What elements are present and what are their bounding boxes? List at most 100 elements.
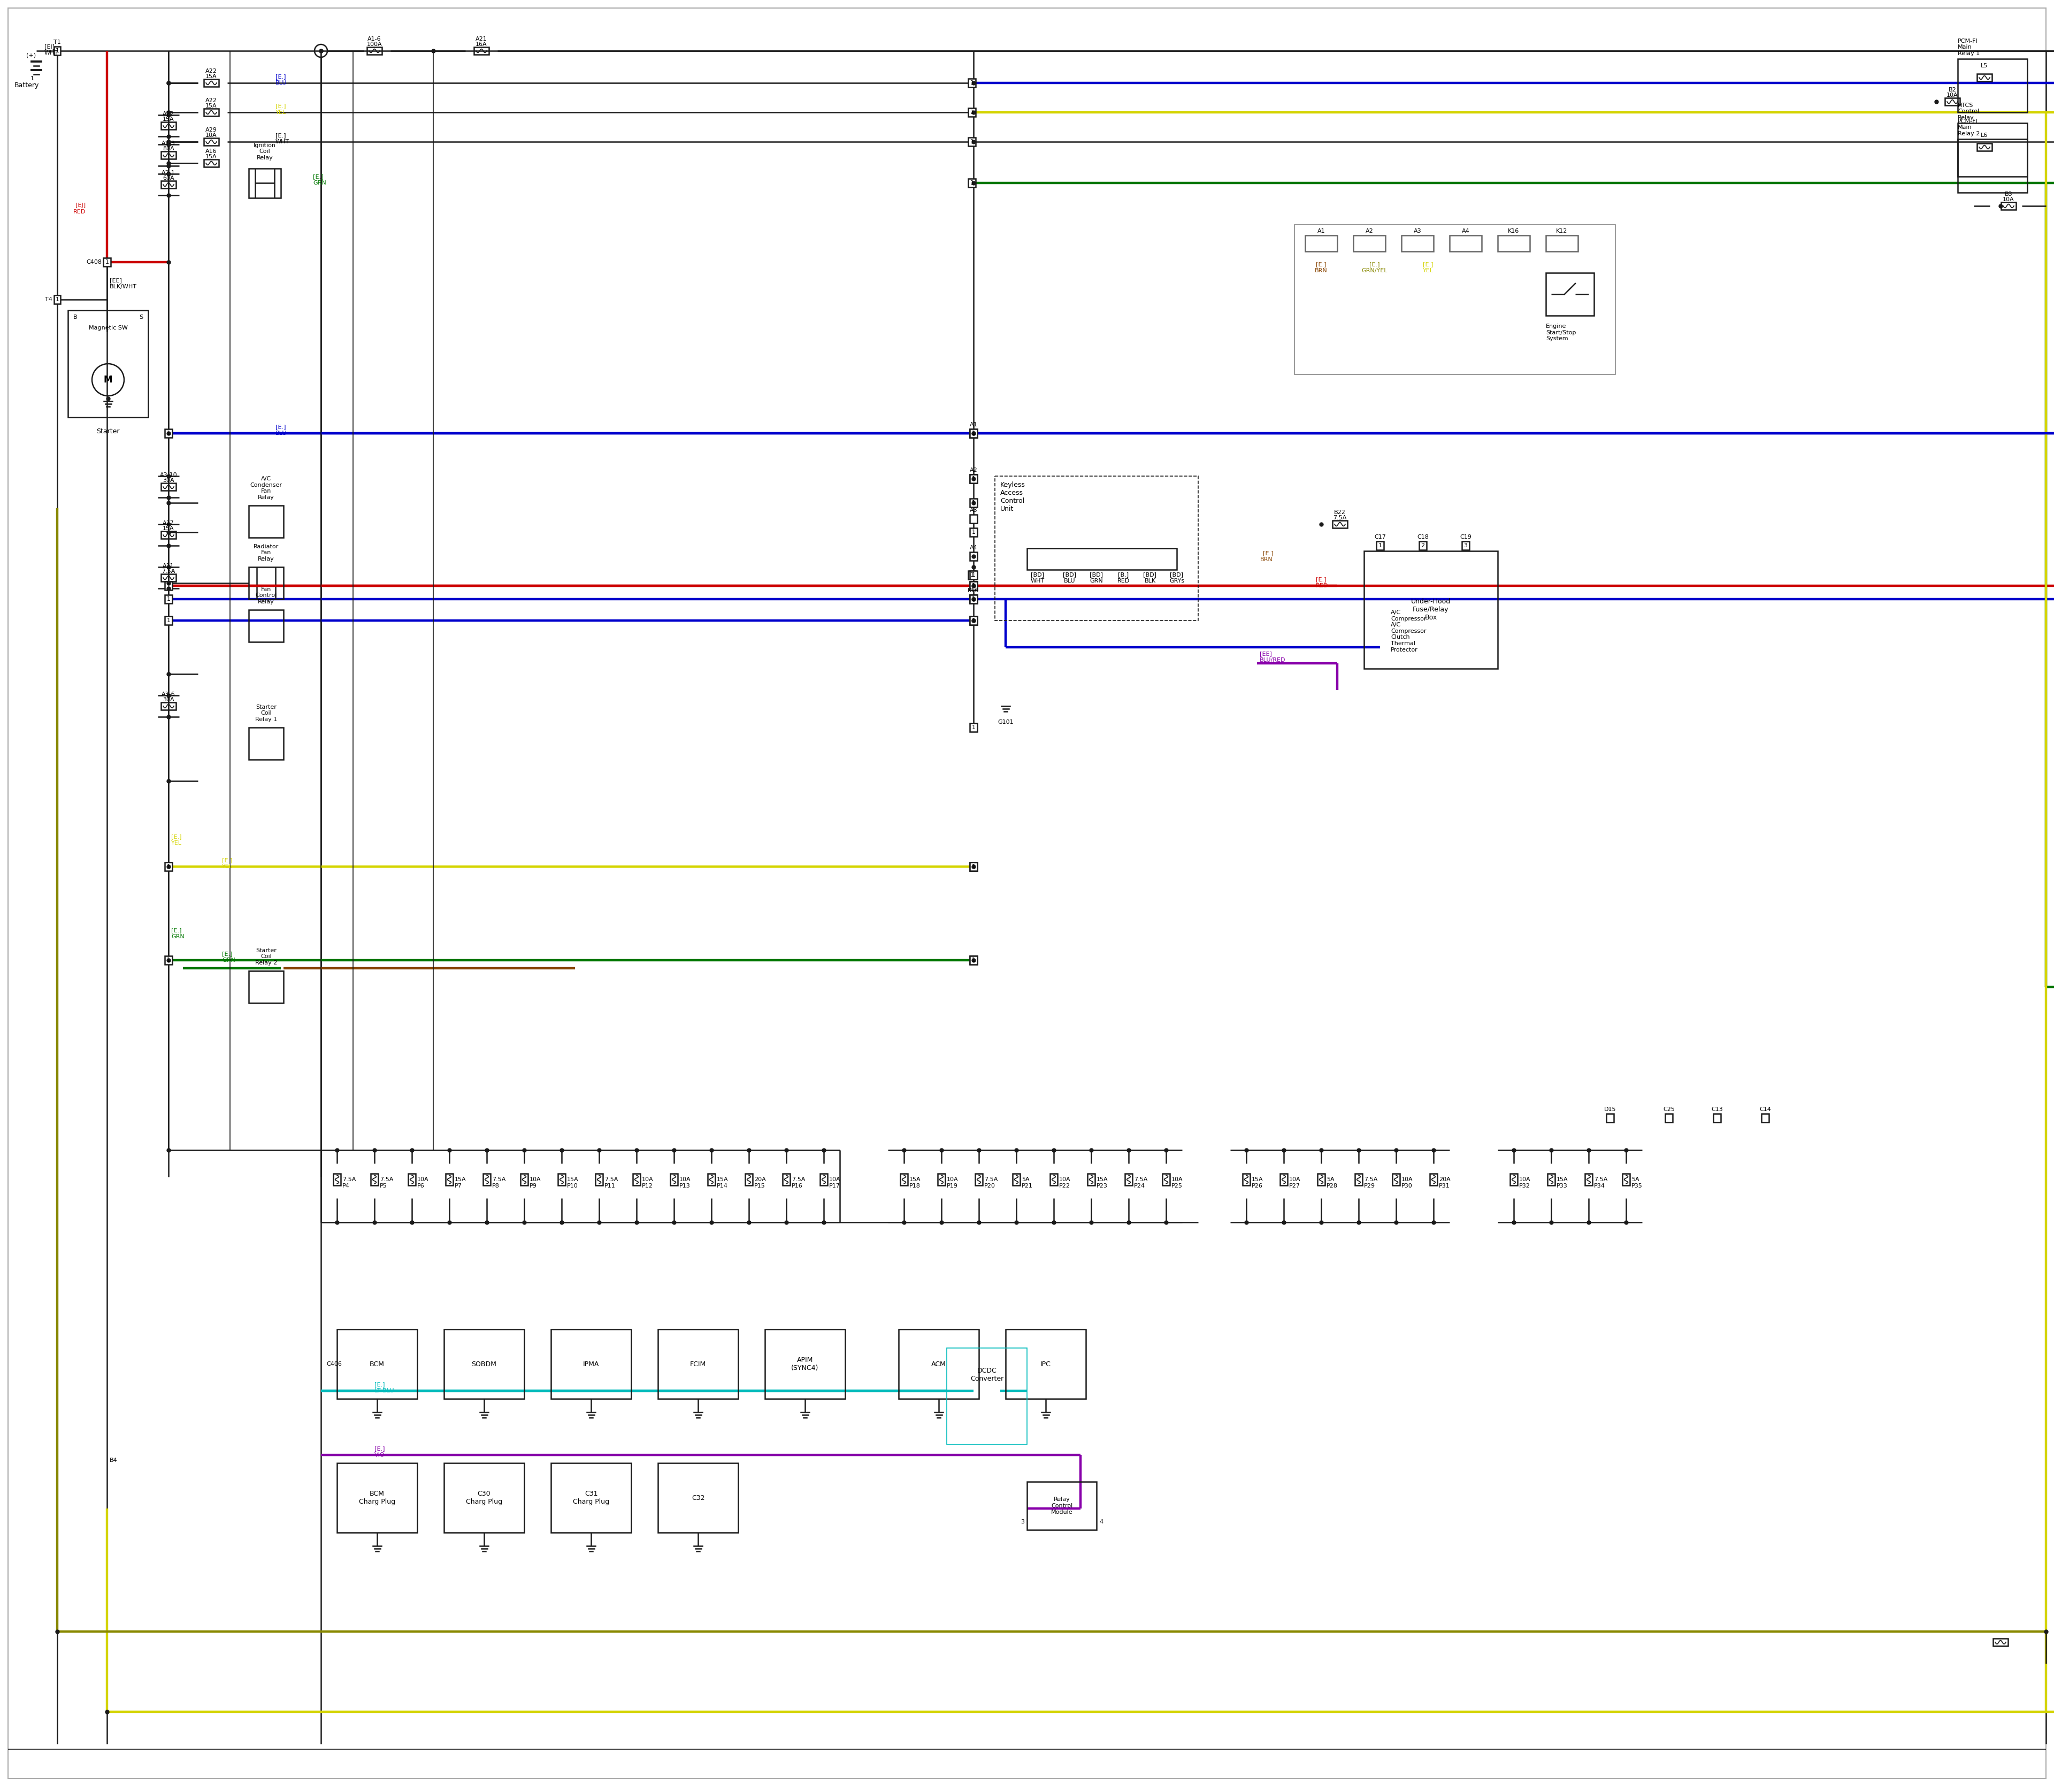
Bar [1304,235,1337,251]
Text: C14: C14 [1760,1107,1771,1113]
Bar [967,572,976,579]
Text: 2: 2 [1421,543,1425,548]
Text: P14: P14 [717,1183,727,1188]
Bar [249,566,283,599]
Text: A2-3: A2-3 [162,142,175,145]
Text: Engine
Start/Stop
System: Engine Start/Stop System [1547,324,1575,342]
Text: GRN: GRN [222,957,236,962]
Text: P12: P12 [641,1183,653,1188]
Text: 10A: 10A [417,1177,429,1183]
Text: C406: C406 [327,1362,341,1367]
Bar [969,955,978,964]
Text: 1: 1 [166,597,170,602]
Text: 10A: 10A [641,1177,653,1183]
Text: 20A: 20A [1440,1177,1450,1183]
Text: 1: 1 [31,75,35,81]
Bar [969,428,978,437]
Text: A/C
Compressor
A/C
Compressor
Clutch
Thermal
Protector: A/C Compressor A/C Compressor Clutch The… [1391,609,1425,652]
Text: 1: 1 [972,430,976,435]
Bar [1317,1174,1325,1185]
Bar [1006,1330,1087,1400]
Text: 7.5A: 7.5A [1594,1177,1608,1183]
Text: ACM: ACM [930,1360,947,1367]
Bar [1976,73,1992,81]
Text: 1: 1 [969,181,974,186]
Text: RED: RED [1317,582,1329,588]
Text: [BD]
BLU: [BD] BLU [1064,572,1076,584]
Text: 1: 1 [105,260,109,265]
Text: 15A: 15A [910,1177,920,1183]
Text: P9: P9 [530,1183,536,1188]
Text: [BD]
WHT: [BD] WHT [1031,572,1045,584]
Text: Under-Hood
Fuse/Relay
Box: Under-Hood Fuse/Relay Box [1411,599,1450,622]
Text: P29: P29 [1364,1183,1376,1188]
Bar [969,475,978,484]
Text: 1: 1 [972,430,976,435]
Text: 1: 1 [972,957,976,962]
Text: P30: P30 [1401,1183,1413,1188]
Text: 7.5A: 7.5A [1364,1177,1378,1183]
Bar [900,1330,980,1400]
Bar [249,168,281,197]
Text: B4: B4 [109,1457,117,1462]
Text: [E.]: [E.] [275,425,286,430]
Text: A4: A4 [969,545,978,550]
Bar [53,47,60,56]
Text: 1: 1 [166,618,170,624]
Bar [1957,140,2027,192]
Text: 1: 1 [55,48,60,54]
Text: P13: P13 [680,1183,690,1188]
Text: K16: K16 [967,588,980,593]
Bar [1623,1174,1629,1185]
Bar [969,552,978,561]
Text: 1: 1 [972,477,976,482]
Bar [1713,1113,1721,1122]
Text: [E.]: [E.] [374,1382,384,1387]
Text: 30A: 30A [162,697,175,702]
Text: D15: D15 [1604,1107,1616,1113]
Text: P6: P6 [417,1183,425,1188]
Text: A3: A3 [969,507,978,513]
Text: 10A: 10A [205,133,218,138]
Bar [969,572,978,579]
Text: [E.]: [E.] [1317,577,1327,582]
Text: C18: C18 [1417,534,1430,539]
Bar [764,1330,844,1400]
Text: 1: 1 [972,500,976,505]
Text: 15A: 15A [1097,1177,1107,1183]
Text: Magnetic SW: Magnetic SW [88,324,127,330]
Text: 10A: 10A [947,1177,959,1183]
Text: 1: 1 [969,140,974,145]
Text: A22: A22 [205,99,218,104]
Text: P10: P10 [567,1183,577,1188]
Text: 1: 1 [166,430,170,435]
Text: A16: A16 [205,149,218,154]
Text: K12: K12 [1557,228,1567,233]
Bar [1027,1482,1097,1530]
Text: P23: P23 [1097,1183,1107,1188]
Bar [164,428,173,437]
Bar [969,529,978,536]
Text: 7.5A: 7.5A [1333,514,1347,520]
Text: Ignition
Coil
Relay: Ignition Coil Relay [253,143,275,161]
Text: B3: B3 [2005,192,2013,197]
Text: (+): (+) [27,52,35,57]
Text: P16: P16 [791,1183,803,1188]
Text: C19: C19 [1460,534,1471,539]
Text: M: M [103,375,113,385]
Text: [E.]: [E.] [222,952,232,957]
Bar [969,862,978,871]
Bar [249,609,283,642]
Bar [203,79,220,86]
Text: 7.5A: 7.5A [984,1177,998,1183]
Text: 100A: 100A [368,41,382,47]
Text: 5A: 5A [1021,1177,1029,1183]
Text: 15A: 15A [162,525,175,530]
Text: C32: C32 [692,1495,705,1502]
Text: [EE]
BLU/RED: [EE] BLU/RED [1259,650,1286,663]
Text: A1-6: A1-6 [368,36,382,41]
Bar [1126,1174,1132,1185]
Bar [596,1174,602,1185]
Text: [EE]
BLK/WHT: [EE] BLK/WHT [109,278,138,289]
Bar [164,595,173,604]
